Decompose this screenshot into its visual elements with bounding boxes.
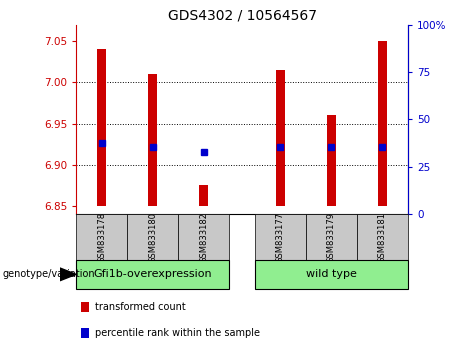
Bar — [378, 41, 387, 206]
Bar — [255, 214, 306, 260]
Bar — [76, 260, 229, 289]
Bar — [178, 214, 229, 260]
Bar — [127, 214, 178, 260]
Text: GSM833179: GSM833179 — [327, 212, 336, 263]
Text: GSM833178: GSM833178 — [97, 212, 106, 263]
Text: percentile rank within the sample: percentile rank within the sample — [95, 328, 260, 338]
Bar — [306, 214, 357, 260]
Text: GSM833180: GSM833180 — [148, 212, 157, 263]
Title: GDS4302 / 10564567: GDS4302 / 10564567 — [167, 8, 317, 22]
Bar — [76, 214, 127, 260]
Text: GSM833182: GSM833182 — [199, 212, 208, 263]
Bar — [97, 50, 106, 206]
Text: GSM833177: GSM833177 — [276, 212, 285, 263]
Polygon shape — [60, 268, 76, 281]
Bar — [327, 115, 336, 206]
Bar — [276, 70, 285, 206]
Bar — [255, 260, 408, 289]
Text: transformed count: transformed count — [95, 302, 185, 312]
Bar — [148, 74, 157, 206]
Text: GSM833181: GSM833181 — [378, 212, 387, 263]
Bar — [199, 185, 208, 206]
Text: Gfi1b-overexpression: Gfi1b-overexpression — [93, 269, 212, 279]
Text: wild type: wild type — [306, 269, 357, 279]
Bar — [357, 214, 408, 260]
Text: genotype/variation: genotype/variation — [2, 269, 95, 279]
